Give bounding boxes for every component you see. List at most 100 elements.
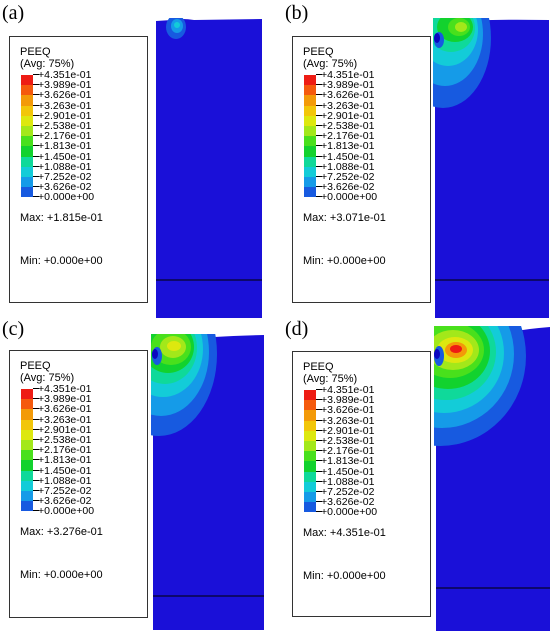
legend-tick xyxy=(316,399,322,401)
legend-tick-label: +1.450e-01 xyxy=(38,150,92,163)
color-swatch xyxy=(21,440,33,451)
legend-row: +3.626e-02 xyxy=(304,181,414,198)
legend-tick xyxy=(33,176,39,177)
max-value: Max: +4.351e-01 xyxy=(303,527,386,539)
legend-tick-label: +7.252e-02 xyxy=(38,485,92,497)
color-swatch xyxy=(21,177,33,188)
legend-tick xyxy=(33,114,39,116)
legend-row: +4.351e-01 xyxy=(21,69,131,86)
color-swatch xyxy=(21,491,33,502)
legend-tick-label: +3.989e-01 xyxy=(38,79,92,92)
legend-tick-label: +2.901e-01 xyxy=(321,109,375,122)
panel-label: (b) xyxy=(285,2,309,24)
color-swatch xyxy=(304,461,316,472)
legend-tick-label: +0.000e+00 xyxy=(321,506,378,519)
color-swatch xyxy=(21,105,33,116)
color-swatch xyxy=(21,126,33,137)
legend-tick-label: +1.088e-01 xyxy=(38,160,92,173)
color-swatch xyxy=(21,501,33,512)
legend-tick xyxy=(33,398,39,400)
legend-tick-label: +3.989e-01 xyxy=(321,79,375,92)
color-swatch xyxy=(304,85,316,96)
legend-tick-label: +1.450e-01 xyxy=(38,464,92,477)
legend-row: +0.000e+00 xyxy=(21,191,131,207)
legend-row: +2.176e-01 xyxy=(304,130,414,147)
legend-tick-label: +2.538e-01 xyxy=(321,435,375,447)
legend-tick-label: +3.626e-01 xyxy=(321,89,375,102)
legend-tick xyxy=(316,419,322,421)
legend-tick xyxy=(316,145,322,147)
legend-tick-label: +3.626e-02 xyxy=(321,181,375,194)
color-swatch xyxy=(304,126,316,137)
legend-tick xyxy=(33,165,39,167)
legend-row: +2.176e-01 xyxy=(304,445,414,462)
simulation-mesh xyxy=(151,334,264,630)
legend-tick xyxy=(316,440,322,441)
panel-label: (a) xyxy=(2,2,25,24)
legend-tick xyxy=(316,135,322,137)
legend-row: +4.351e-01 xyxy=(304,384,414,401)
legend-tick xyxy=(316,84,322,86)
legend-row: +3.626e-01 xyxy=(304,404,414,421)
color-swatch xyxy=(304,410,316,421)
legend-tick-label: +4.351e-01 xyxy=(321,69,375,81)
legend-tick xyxy=(33,125,39,126)
color-swatch xyxy=(21,146,33,157)
legend-tick xyxy=(316,186,322,188)
legend-tick-label: +3.626e-02 xyxy=(321,496,375,509)
legend-tick xyxy=(33,459,39,461)
legend-tick xyxy=(33,388,39,389)
panel-a: (a) PEEQ (Avg: 75%) +4.351e-01 +3.989e-01… xyxy=(0,0,275,318)
panel-c: (c) PEEQ (Avg: 75%) +4.351e-01 +3.989e-01… xyxy=(0,316,275,632)
max-value: Max: +3.071e-01 xyxy=(303,212,386,224)
legend-tick-label: +2.538e-01 xyxy=(321,120,375,132)
legend-tick xyxy=(316,165,322,167)
simulation-mesh xyxy=(434,326,550,631)
legend-row: +3.989e-01 xyxy=(304,79,414,96)
color-swatch xyxy=(21,429,33,440)
color-swatch xyxy=(304,502,316,513)
legend-row: +1.450e-01 xyxy=(304,466,414,482)
legend-tick xyxy=(316,104,322,106)
color-swatch xyxy=(21,409,33,420)
legend: PEEQ (Avg: 75%) +4.351e-01 +3.989e-01 +3.6… xyxy=(292,351,431,617)
legend-subtitle: (Avg: 75%) xyxy=(20,58,75,70)
legend-tick-label: +2.901e-01 xyxy=(38,423,92,436)
color-swatch xyxy=(21,156,33,167)
color-swatch xyxy=(304,166,316,177)
legend-tick-label: +3.263e-01 xyxy=(321,414,375,427)
legend-row: +7.252e-02 xyxy=(21,171,131,188)
panel-d: (d) PEEQ (Avg: 75%) +4.351e-01 +3.989e-01… xyxy=(283,316,550,632)
legend-tick xyxy=(316,94,322,96)
legend-tick-label: +3.263e-01 xyxy=(38,413,92,426)
legend-row: +3.989e-01 xyxy=(21,79,131,96)
color-swatch xyxy=(21,389,33,400)
color-swatch xyxy=(304,451,316,462)
legend-tick xyxy=(33,104,39,106)
legend-tick-label: +2.538e-01 xyxy=(38,120,92,132)
color-swatch xyxy=(304,481,316,492)
legend-row: +2.538e-01 xyxy=(304,435,414,452)
legend-tick xyxy=(33,449,39,451)
max-value: Max: +1.815e-01 xyxy=(20,212,103,224)
legend-tick-label: +7.252e-02 xyxy=(321,171,375,183)
legend-row: +7.252e-02 xyxy=(21,485,131,502)
color-swatch xyxy=(304,146,316,157)
legend-row: +1.450e-01 xyxy=(21,151,131,167)
legend-tick xyxy=(33,510,39,512)
legend-tick xyxy=(316,389,322,390)
legend-row: +4.351e-01 xyxy=(21,383,131,400)
color-swatch xyxy=(21,480,33,491)
simulation-mesh xyxy=(156,18,262,318)
color-swatch xyxy=(304,400,316,411)
legend-tick-label: +1.450e-01 xyxy=(321,465,375,478)
legend-tick xyxy=(33,408,39,410)
legend-row: +0.000e+00 xyxy=(304,191,414,207)
legend-row: +3.263e-01 xyxy=(304,415,414,431)
legend-subtitle: (Avg: 75%) xyxy=(303,373,358,385)
legend-tick xyxy=(33,155,39,157)
legend-row: +0.000e+00 xyxy=(304,506,414,522)
legend-row: +3.989e-01 xyxy=(304,394,414,411)
legend-tick xyxy=(316,470,322,472)
color-swatch xyxy=(304,187,316,198)
